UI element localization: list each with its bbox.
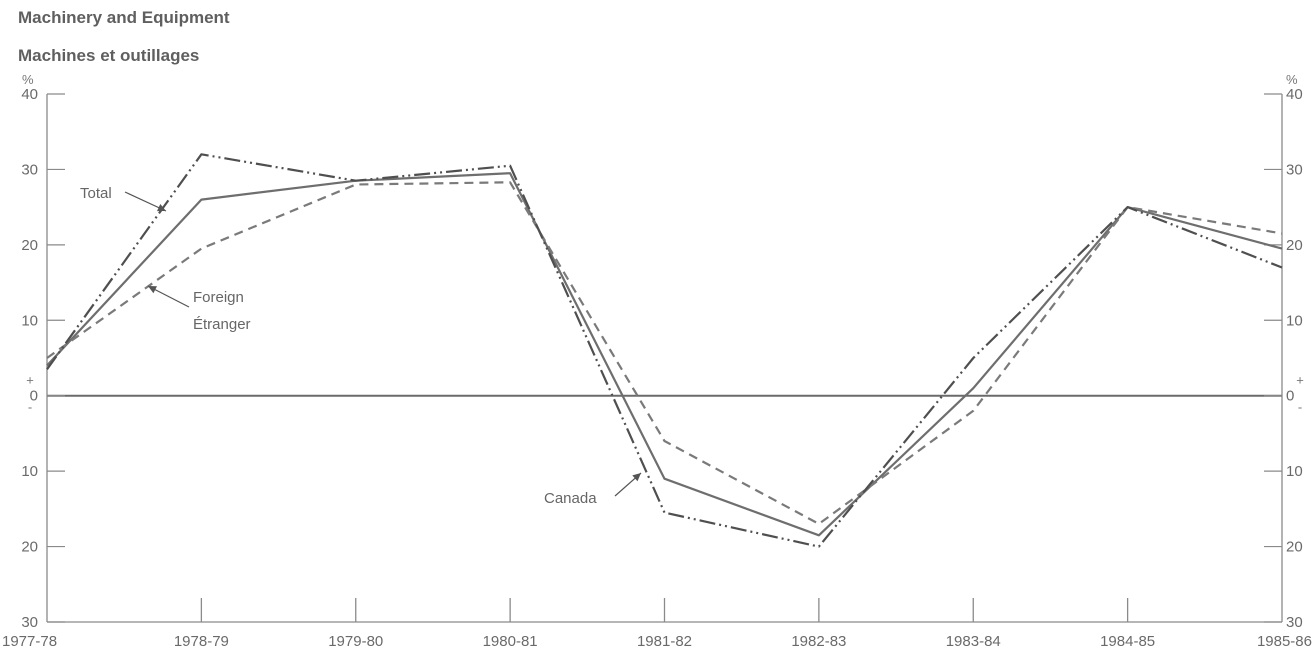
series-layer: [46, 153, 1283, 548]
x-tick-label: 1981-82: [637, 633, 692, 650]
annotation-foreign: Foreign: [193, 289, 244, 306]
y-tick-label-right: 0: [1286, 388, 1294, 405]
axes: 40 40 30 30 20 20 10 10 0 0 10 10 20 20 30 30% % + - + - 1977…: [2, 72, 1312, 650]
plus-sign-left: +: [26, 373, 34, 388]
plus-sign-right: +: [1296, 373, 1304, 388]
x-tick-label: 1985-86: [1257, 633, 1312, 650]
y-tick-label-right: 40: [1286, 86, 1303, 103]
y-tick-label-left: 10: [21, 463, 38, 480]
y-tick-label-left: 10: [21, 312, 38, 329]
y-tick-label-left: 30: [21, 614, 38, 631]
y-tick-label-left: 30: [21, 161, 38, 178]
x-tick-label: 1984-85: [1100, 633, 1155, 650]
y-tick-label-left: 20: [21, 237, 38, 254]
series-line-foreign: [46, 181, 1283, 526]
x-tick-label: 1982-83: [791, 633, 846, 650]
x-tick-label: 1977-78: [2, 633, 57, 650]
y-tick-label-right: 30: [1286, 614, 1303, 631]
leader-foreign-head: [148, 286, 157, 294]
y-tick-label-right: 20: [1286, 539, 1303, 556]
x-tick-label: 1980-81: [483, 633, 538, 650]
x-tick-label: 1983-84: [946, 633, 1001, 650]
leader-total-head: [157, 204, 166, 212]
y-tick-label-right: 10: [1286, 463, 1303, 480]
minus-sign-right: -: [1298, 400, 1302, 415]
annotation-layer: Total Foreign Étranger Canada: [80, 185, 642, 507]
annotation-etranger: Étranger: [193, 316, 251, 333]
x-tick-label: 1979-80: [328, 633, 383, 650]
y-unit-left: %: [22, 72, 34, 87]
y-unit-right: %: [1286, 72, 1298, 87]
y-tick-label-left: 40: [21, 86, 38, 103]
minus-sign-left: -: [28, 400, 32, 415]
x-tick-label: 1978-79: [174, 633, 229, 650]
y-tick-label-right: 10: [1286, 312, 1303, 329]
leader-canada-head: [632, 473, 641, 482]
chart-title: Machinery and Equipment: [18, 8, 230, 27]
series-line-total: [46, 172, 1283, 537]
y-tick-label-left: 20: [21, 539, 38, 556]
y-tick-label-left: 0: [30, 388, 38, 405]
y-tick-label-right: 20: [1286, 237, 1303, 254]
y-tick-label-right: 30: [1286, 161, 1303, 178]
annotation-total: Total: [80, 185, 112, 202]
annotation-canada: Canada: [544, 490, 597, 507]
series-line-canada: [46, 153, 1283, 548]
chart-subtitle: Machines et outillages: [18, 46, 200, 65]
